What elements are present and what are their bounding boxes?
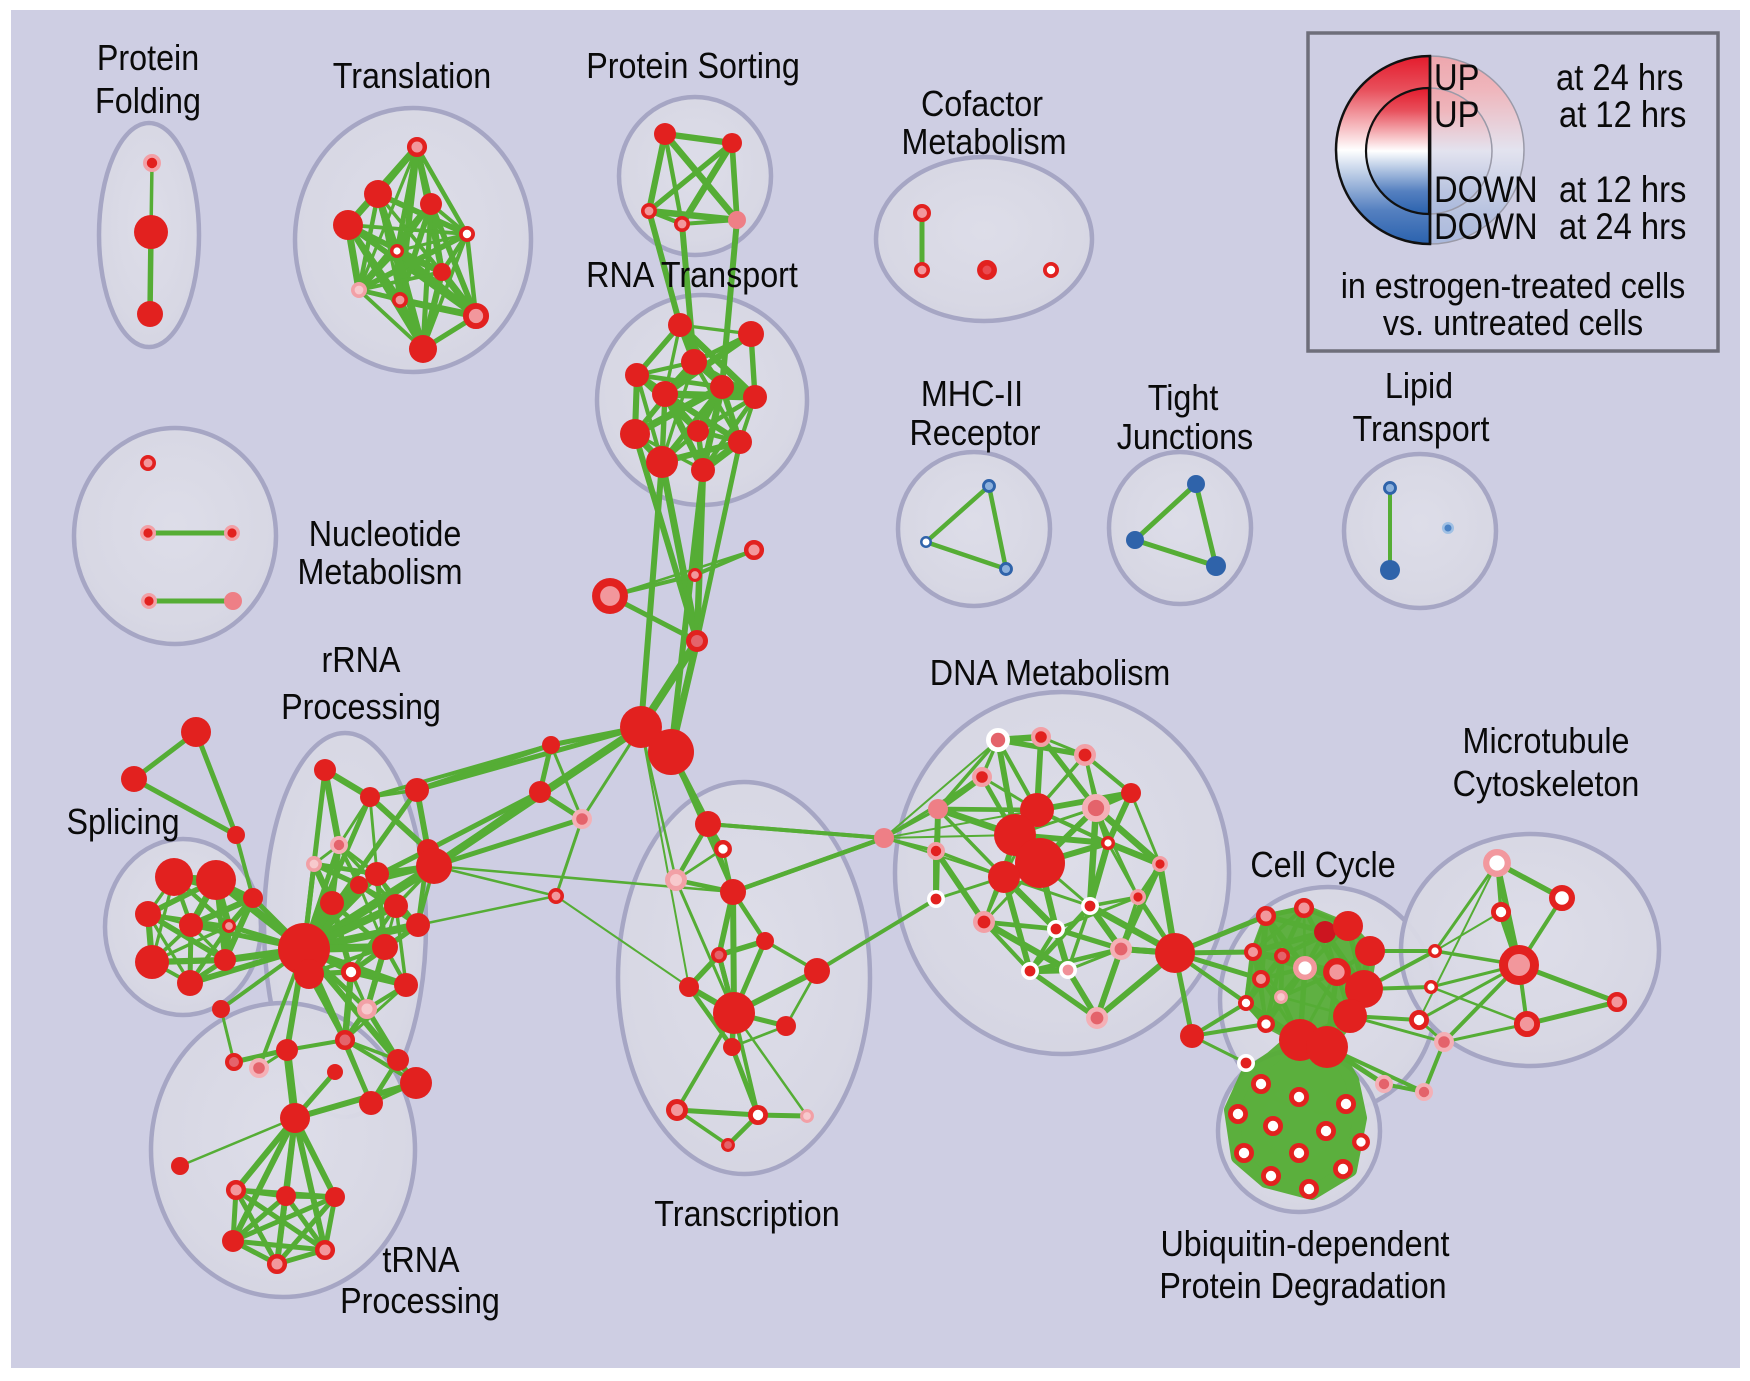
svg-text:Processing: Processing — [340, 1281, 500, 1321]
svg-text:tRNA: tRNA — [382, 1240, 459, 1280]
svg-text:Cofactor: Cofactor — [921, 84, 1043, 124]
svg-text:rRNA: rRNA — [322, 640, 401, 680]
svg-text:DNA Metabolism: DNA Metabolism — [930, 653, 1170, 693]
svg-text:DOWN: DOWN — [1434, 169, 1538, 210]
svg-text:Protein: Protein — [97, 38, 199, 78]
svg-text:Cytoskeleton: Cytoskeleton — [1453, 764, 1640, 804]
svg-text:RNA Transport: RNA Transport — [586, 255, 798, 295]
svg-text:Splicing: Splicing — [66, 802, 179, 842]
svg-text:Metabolism: Metabolism — [297, 552, 462, 592]
svg-text:Protein Degradation: Protein Degradation — [1159, 1266, 1446, 1306]
svg-text:Receptor: Receptor — [909, 413, 1040, 453]
svg-text:Junctions: Junctions — [1117, 417, 1253, 457]
svg-text:at 12 hrs: at 12 hrs — [1559, 169, 1686, 210]
svg-text:Tight: Tight — [1148, 378, 1219, 418]
svg-text:Processing: Processing — [281, 687, 441, 727]
svg-text:MHC-II: MHC-II — [921, 374, 1023, 414]
svg-text:Nucleotide: Nucleotide — [309, 514, 462, 554]
svg-text:Cell Cycle: Cell Cycle — [1250, 845, 1395, 885]
svg-text:Protein Sorting: Protein Sorting — [586, 46, 800, 86]
svg-text:Ubiquitin-dependent: Ubiquitin-dependent — [1160, 1224, 1449, 1264]
svg-text:in estrogen-treated cells: in estrogen-treated cells — [1341, 266, 1686, 306]
svg-text:at 24 hrs: at 24 hrs — [1559, 206, 1686, 247]
svg-text:Transport: Transport — [1353, 409, 1490, 449]
svg-text:Transcription: Transcription — [654, 1194, 839, 1234]
svg-text:UP: UP — [1434, 94, 1479, 135]
svg-text:Metabolism: Metabolism — [901, 122, 1066, 162]
svg-text:Lipid: Lipid — [1385, 366, 1453, 406]
svg-text:Translation: Translation — [333, 56, 492, 96]
svg-text:DOWN: DOWN — [1434, 206, 1538, 247]
svg-text:at 12 hrs: at 12 hrs — [1559, 94, 1686, 135]
svg-text:Folding: Folding — [95, 81, 201, 121]
svg-text:at 24 hrs: at 24 hrs — [1556, 57, 1683, 98]
svg-text:vs. untreated cells: vs. untreated cells — [1383, 303, 1643, 343]
svg-text:Microtubule: Microtubule — [1463, 721, 1630, 761]
svg-text:UP: UP — [1434, 57, 1479, 98]
